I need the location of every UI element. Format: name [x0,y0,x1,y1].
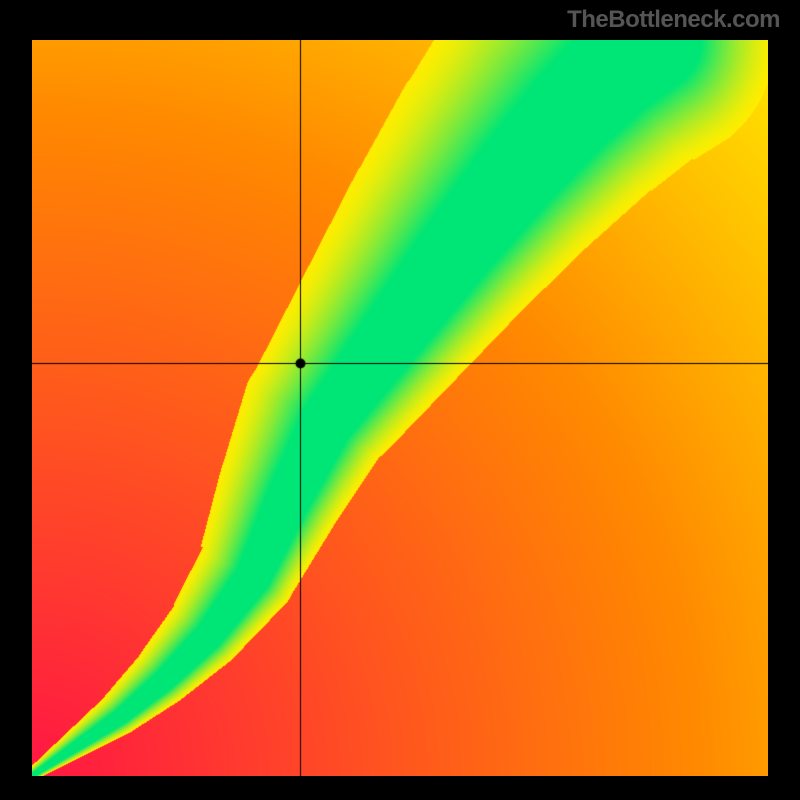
chart-container: TheBottleneck.com [0,0,800,800]
bottleneck-heatmap [32,40,768,776]
watermark-text: TheBottleneck.com [567,6,780,34]
